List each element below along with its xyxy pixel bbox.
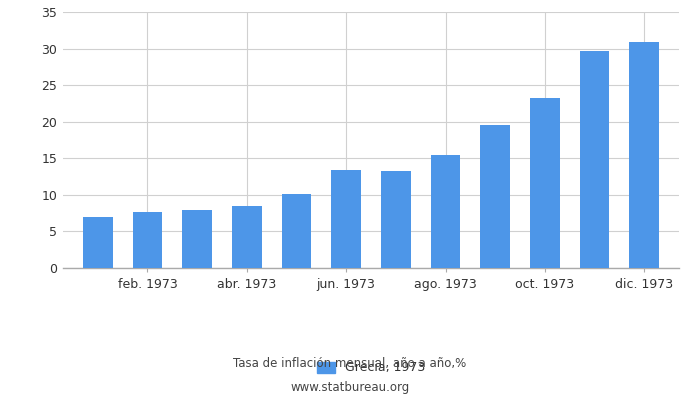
Bar — [580, 52, 610, 268]
Text: www.statbureau.org: www.statbureau.org — [290, 382, 410, 394]
Bar — [430, 155, 461, 268]
Bar — [281, 194, 312, 268]
Bar — [83, 217, 113, 268]
Bar — [132, 212, 162, 268]
Bar — [480, 125, 510, 268]
Bar — [530, 98, 560, 268]
Text: Tasa de inflación mensual, año a año,%: Tasa de inflación mensual, año a año,% — [233, 358, 467, 370]
Bar — [629, 42, 659, 268]
Bar — [182, 210, 212, 268]
Bar — [331, 170, 361, 268]
Bar — [232, 206, 262, 268]
Legend: Grecia, 1973: Grecia, 1973 — [316, 361, 426, 374]
Bar — [381, 171, 411, 268]
